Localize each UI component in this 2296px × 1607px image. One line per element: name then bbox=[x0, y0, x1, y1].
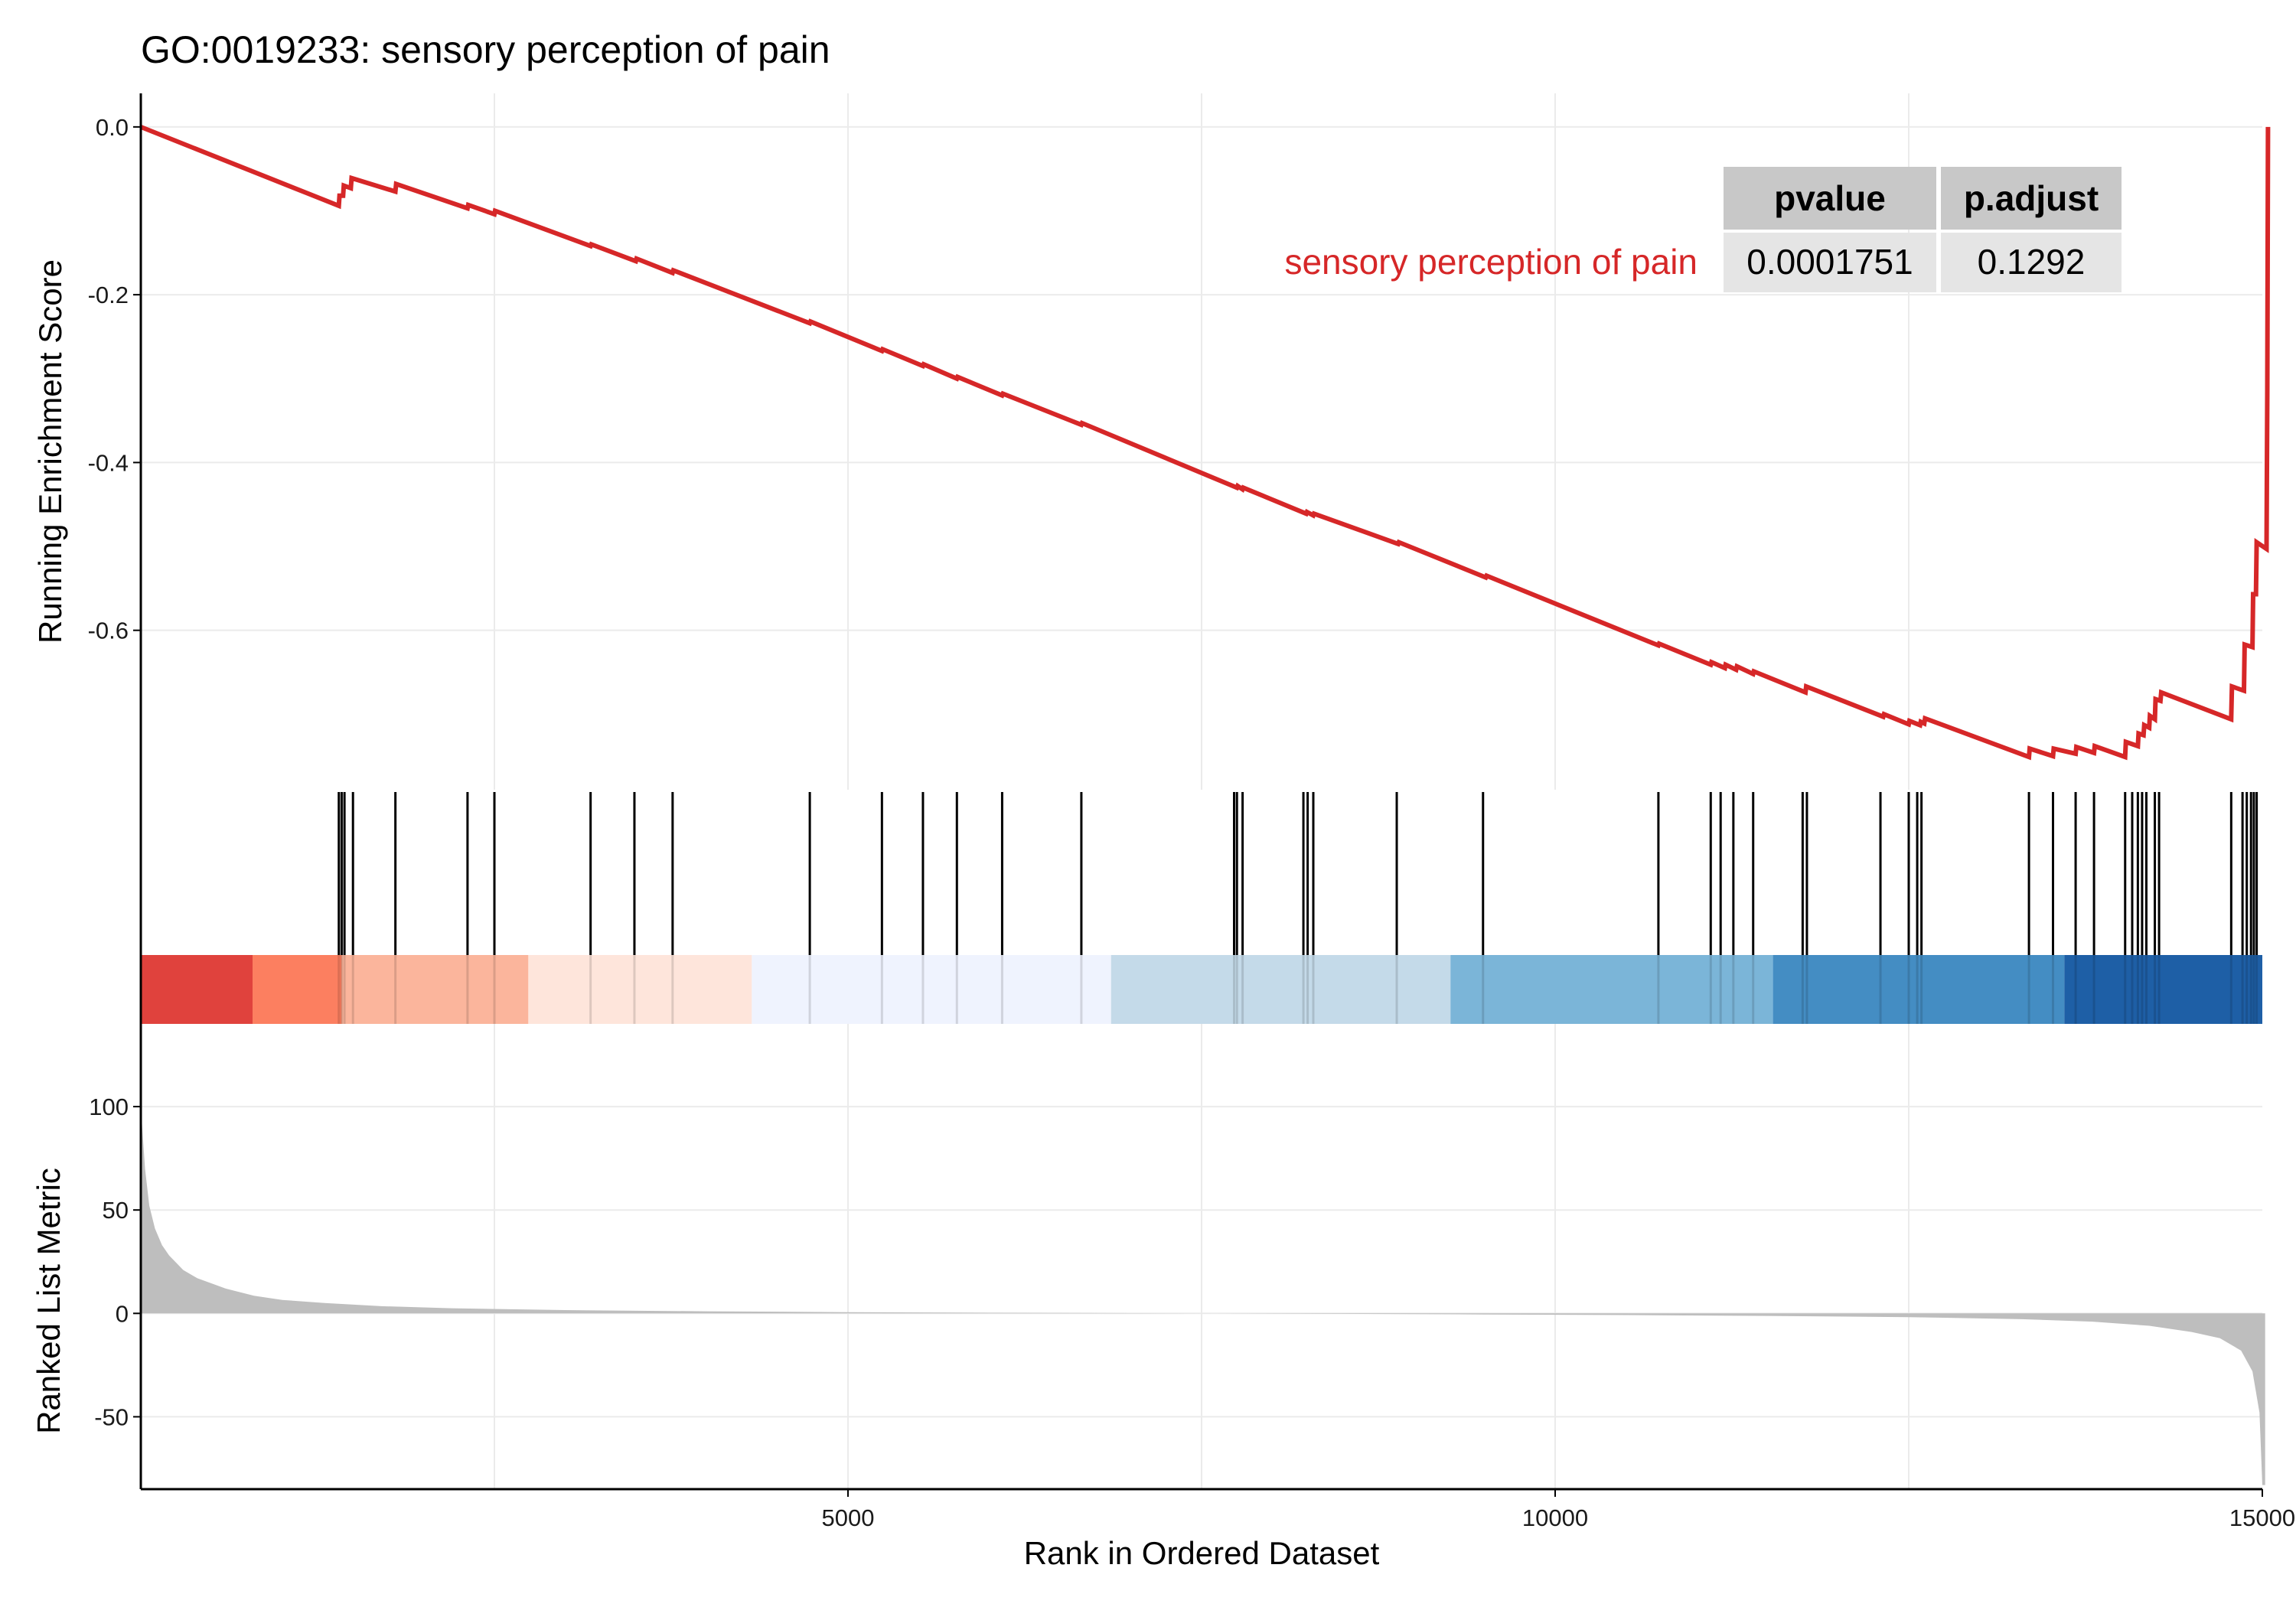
es-y-tick-label: -0.4 bbox=[88, 449, 129, 476]
color-band bbox=[141, 955, 253, 1024]
ranked-metric-area bbox=[141, 1107, 2265, 1485]
table-value-padjust: 0.1292 bbox=[1978, 242, 2086, 282]
running-es-line bbox=[139, 125, 2271, 761]
color-band bbox=[2064, 955, 2262, 1024]
es-y-tick-label: -0.6 bbox=[88, 618, 129, 644]
table-header-pvalue: pvalue bbox=[1774, 178, 1886, 218]
gene-hits-panel bbox=[139, 790, 2262, 1024]
color-band bbox=[528, 955, 752, 1024]
color-band bbox=[1450, 955, 1773, 1024]
running-es-panel: 0.0 -0.2 -0.4 -0.6 Running Enrichment Score… bbox=[32, 93, 2271, 790]
table-header-padjust: p.adjust bbox=[1964, 178, 2099, 218]
rm-y-tick-label: 50 bbox=[103, 1197, 129, 1224]
ranked-metric-panel: 100 50 0 -50 5000 10000 15000 Ranked List Met… bbox=[31, 1024, 2295, 1571]
x-tick-label: 5000 bbox=[822, 1504, 875, 1531]
table-header-pvalue-cell bbox=[1724, 167, 1936, 230]
chart-title: GO:0019233: sensory perception of pain bbox=[141, 28, 830, 71]
table-value-padjust-cell bbox=[1941, 233, 2122, 292]
rm-y-tick-label: -50 bbox=[94, 1403, 129, 1430]
es-y-axis-title: Running Enrichment Score bbox=[32, 259, 68, 644]
es-y-tick-label: 0.0 bbox=[96, 114, 129, 141]
color-band bbox=[252, 955, 342, 1024]
es-y-tick-label: -0.2 bbox=[88, 282, 129, 308]
x-tick-label: 15000 bbox=[2229, 1504, 2295, 1531]
table-row-label: sensory perception of pain bbox=[1284, 242, 1698, 282]
table-value-pvalue-cell bbox=[1724, 233, 1936, 292]
rm-y-tick-label: 0 bbox=[116, 1300, 129, 1327]
x-axis-title: Rank in Ordered Dataset bbox=[1024, 1535, 1380, 1571]
rm-y-axis-title: Ranked List Metric bbox=[31, 1168, 67, 1434]
table-header-padjust-cell bbox=[1941, 167, 2122, 230]
color-band bbox=[1110, 955, 1451, 1024]
rm-y-tick-label: 100 bbox=[89, 1094, 129, 1120]
color-band bbox=[752, 955, 1111, 1024]
color-band bbox=[1773, 955, 2065, 1024]
table-value-pvalue: 0.0001751 bbox=[1746, 242, 1913, 282]
stats-table: pvalue p.adjust sensory perception of pa… bbox=[1284, 167, 2122, 292]
x-tick-label: 10000 bbox=[1522, 1504, 1588, 1531]
color-band bbox=[341, 955, 529, 1024]
